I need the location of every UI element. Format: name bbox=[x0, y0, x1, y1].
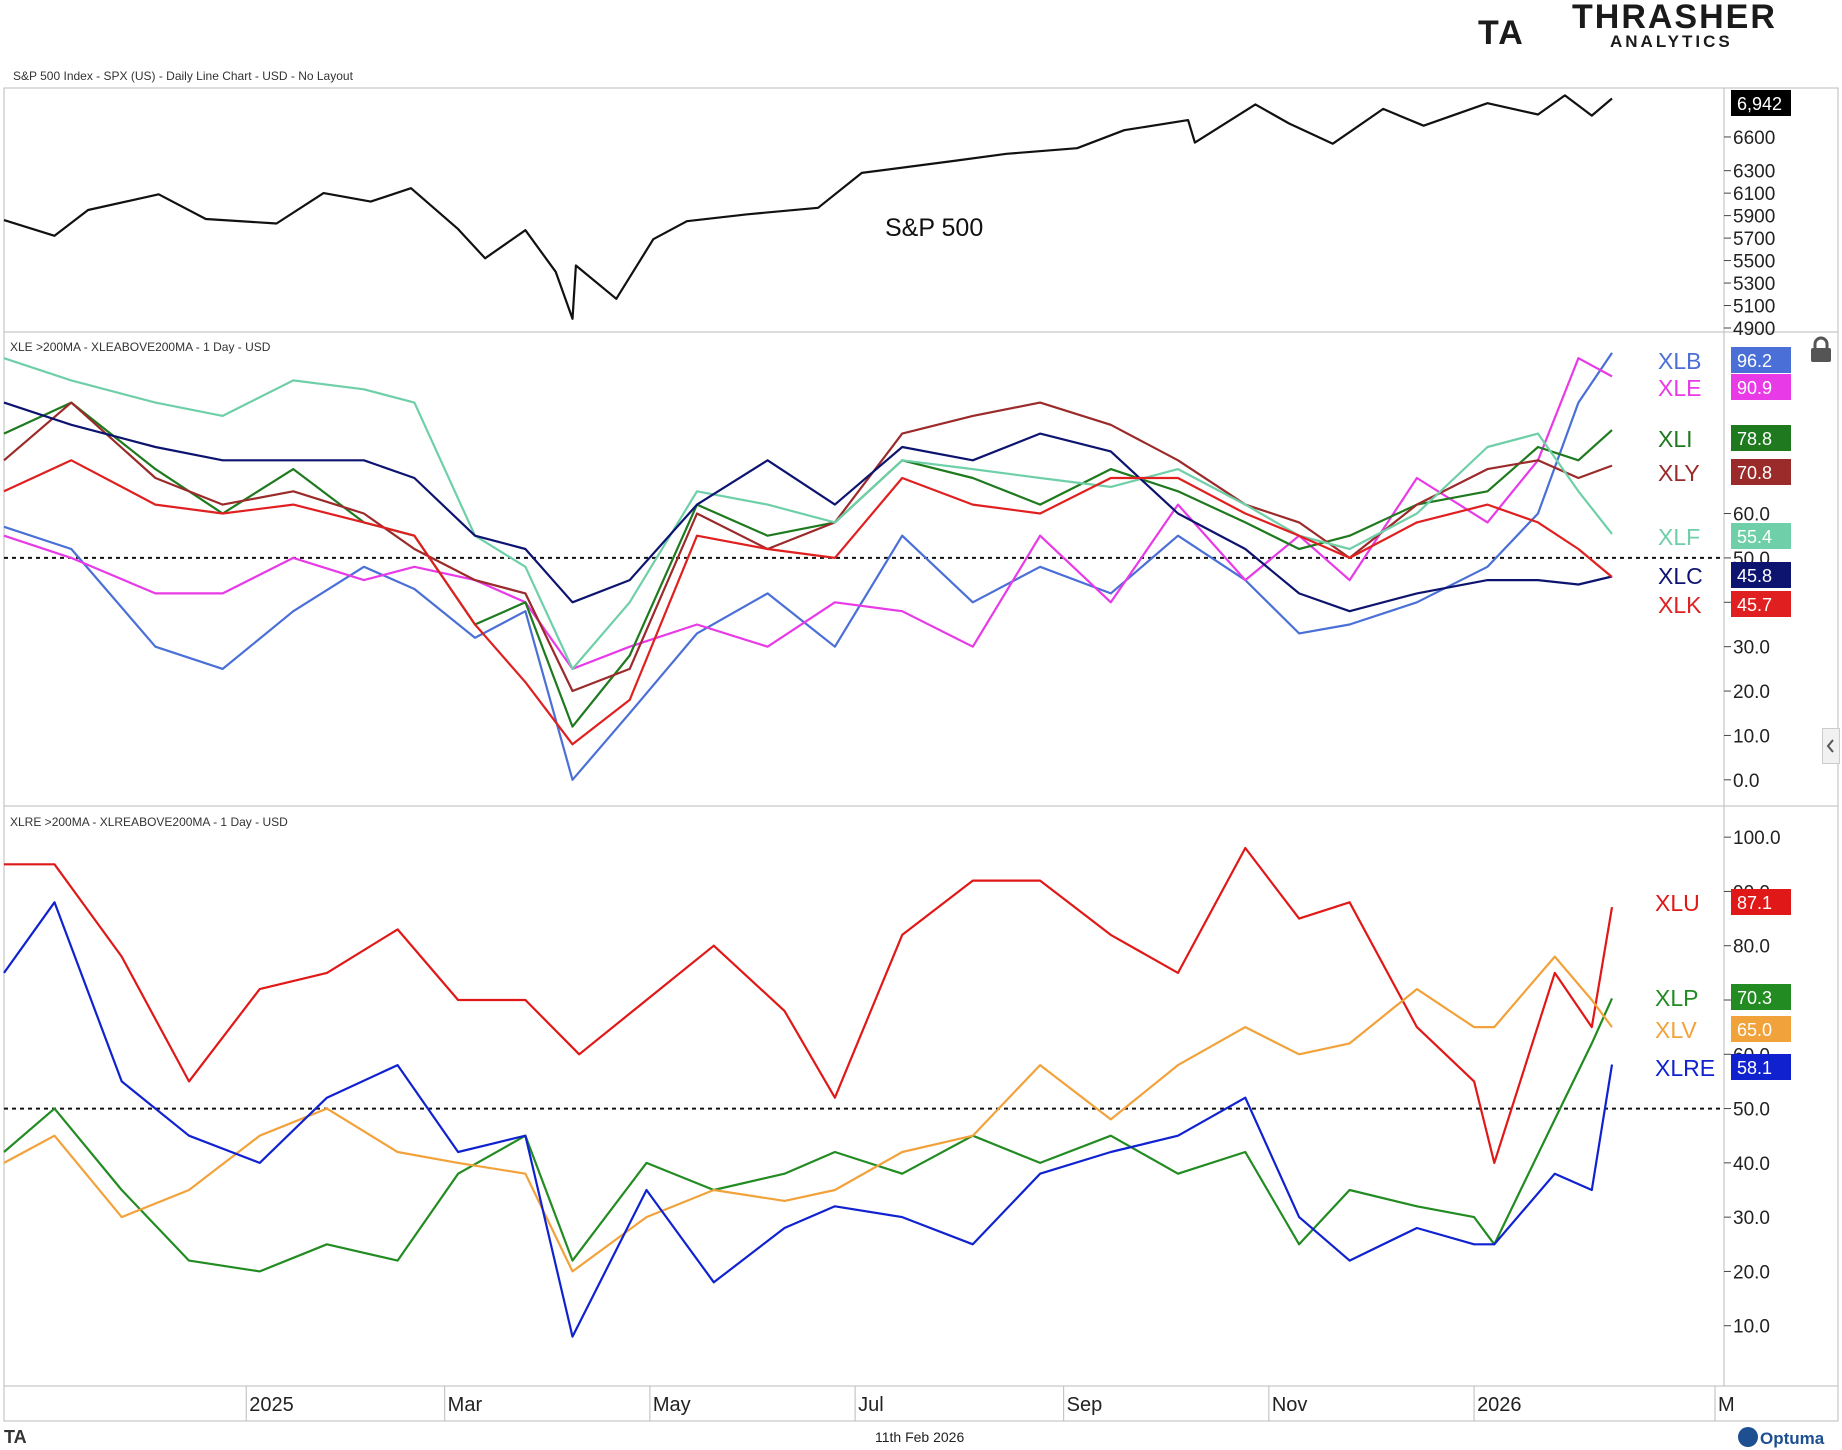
collapse-panel-chevron-icon[interactable] bbox=[1822, 728, 1840, 764]
value-label-xlp: 70.3 bbox=[1737, 988, 1772, 1008]
value-label-xli: 78.8 bbox=[1737, 429, 1772, 449]
y-tick-label: 60.0 bbox=[1733, 505, 1770, 526]
x-tick-label: 2026 bbox=[1477, 1394, 1522, 1416]
x-tick-label: Jul bbox=[858, 1394, 884, 1416]
series-line-xlb bbox=[3, 352, 1613, 781]
y-tick-label: 4900 bbox=[1733, 319, 1775, 340]
x-tick-label: Nov bbox=[1272, 1394, 1308, 1416]
optuma-label: Optuma bbox=[1760, 1429, 1825, 1448]
x-tick-label: May bbox=[653, 1394, 691, 1416]
y-tick-label: 20.0 bbox=[1733, 1262, 1770, 1283]
value-label-xlu: 87.1 bbox=[1737, 893, 1772, 913]
value-box-xlre bbox=[1731, 1054, 1791, 1080]
series-name-xli: XLI bbox=[1658, 426, 1693, 452]
logo-mark: TA bbox=[1478, 14, 1525, 52]
value-label-xlf: 55.4 bbox=[1737, 527, 1772, 547]
series-line-xli bbox=[3, 401, 1613, 728]
panel-title-xle: XLE >200MA - XLEABOVE200MA - 1 Day - USD bbox=[10, 340, 271, 354]
series-line-xlk bbox=[3, 459, 1613, 746]
y-tick-label: 5900 bbox=[1733, 207, 1775, 228]
y-tick-label: 30.0 bbox=[1733, 1208, 1770, 1229]
series-labels: 6,942 96.2 XLB 90.9 XLE 78.8 XLI 70.8 XLY 55.4 XLF… bbox=[1655, 90, 1791, 1081]
x-tick-label: Mar bbox=[448, 1394, 483, 1416]
x-tick-label: 2025 bbox=[249, 1394, 294, 1416]
footer-date: 11th Feb 2026 bbox=[875, 1429, 964, 1445]
value-label-xly: 70.8 bbox=[1737, 463, 1772, 483]
series-name-xly: XLY bbox=[1658, 460, 1700, 486]
y-tick-label: 6100 bbox=[1733, 184, 1775, 205]
value-box-xlf bbox=[1731, 523, 1791, 549]
series-name-xlp: XLP bbox=[1655, 985, 1698, 1011]
y-tick-label: 5300 bbox=[1733, 274, 1775, 295]
reference-lines bbox=[4, 556, 1724, 1110]
y-tick-label: 40.0 bbox=[1733, 1154, 1770, 1175]
value-label-xlc: 45.8 bbox=[1737, 566, 1772, 586]
series-line-xlf bbox=[3, 357, 1613, 670]
panel-title-spx: S&P 500 Index - SPX (US) - Daily Line Ch… bbox=[13, 69, 354, 83]
x-tick-label: M bbox=[1718, 1394, 1735, 1416]
logo-name: THRASHER bbox=[1572, 0, 1777, 36]
value-box-xlk bbox=[1731, 591, 1791, 617]
value-label-xlk: 45.7 bbox=[1737, 595, 1772, 615]
y-tick-label: 5500 bbox=[1733, 252, 1775, 273]
chart-frame bbox=[3, 87, 1839, 1422]
series-line-xlc bbox=[3, 401, 1613, 613]
value-box-xly bbox=[1731, 459, 1791, 485]
series-lines bbox=[3, 94, 1614, 1338]
series-line-xlu bbox=[4, 846, 1614, 1164]
value-box-xli bbox=[1731, 425, 1791, 451]
series-line-xle bbox=[3, 357, 1613, 670]
value-label-xlv: 65.0 bbox=[1737, 1020, 1772, 1040]
series-line-xlre bbox=[3, 901, 1614, 1338]
lock-icon[interactable] bbox=[1808, 336, 1834, 364]
series-name-xlf: XLF bbox=[1658, 524, 1700, 550]
series-name-xlv: XLV bbox=[1655, 1017, 1697, 1043]
y-tick-label: 100.0 bbox=[1733, 828, 1781, 849]
series-line-xlp bbox=[3, 997, 1614, 1273]
value-box-xle bbox=[1731, 374, 1791, 400]
value-label-xle: 90.9 bbox=[1737, 378, 1772, 398]
y-tick-label: 80.0 bbox=[1733, 937, 1770, 958]
y-tick-label: 6300 bbox=[1733, 162, 1775, 183]
series-name-xlre: XLRE bbox=[1655, 1055, 1715, 1081]
x-axis-ticks: 2025 Mar May Jul Sep Nov 2026 M bbox=[245, 1386, 1735, 1421]
x-tick-label: Sep bbox=[1067, 1394, 1103, 1416]
y-tick-label: 10.0 bbox=[1733, 726, 1770, 747]
y-tick-label: 10.0 bbox=[1733, 1317, 1770, 1338]
y-tick-label: 30.0 bbox=[1733, 638, 1770, 659]
series-name-xlu: XLU bbox=[1655, 890, 1700, 916]
y-tick-label: 50.0 bbox=[1733, 1100, 1770, 1121]
optuma-brand: Optuma bbox=[1738, 1427, 1825, 1448]
value-label-xlb: 96.2 bbox=[1737, 351, 1772, 371]
value-box-xlv bbox=[1731, 1016, 1791, 1042]
series-name-xle: XLE bbox=[1658, 375, 1701, 401]
series-name-xlb: XLB bbox=[1658, 348, 1701, 374]
value-label-xlre: 58.1 bbox=[1737, 1058, 1772, 1078]
y-tick-label: 5100 bbox=[1733, 297, 1775, 318]
value-box-xlp bbox=[1731, 984, 1791, 1010]
thrasher-logo: TA THRASHER ANALYTICS bbox=[1478, 0, 1777, 52]
y-tick-label: 20.0 bbox=[1733, 682, 1770, 703]
logo-sub: ANALYTICS bbox=[1610, 32, 1733, 51]
series-line-xlv bbox=[3, 955, 1613, 1273]
series-name-xlk: XLK bbox=[1658, 592, 1702, 618]
y-tick-label: 5700 bbox=[1733, 229, 1775, 250]
series-name-xlc: XLC bbox=[1658, 563, 1703, 589]
value-box-xlb bbox=[1731, 347, 1791, 373]
value-box-xlc bbox=[1731, 562, 1791, 588]
value-box-xlu bbox=[1731, 889, 1791, 915]
y-tick-label: 0.0 bbox=[1733, 771, 1759, 792]
optuma-logo-icon bbox=[1738, 1427, 1758, 1447]
series-line-spx bbox=[3, 94, 1613, 320]
spx-annotation: S&P 500 bbox=[885, 214, 983, 242]
panel-title-xlre: XLRE >200MA - XLREABOVE200MA - 1 Day - U… bbox=[10, 815, 288, 829]
footer-mark: TA bbox=[4, 1427, 27, 1447]
y-tick-label: 6600 bbox=[1733, 128, 1775, 149]
value-label-spx: 6,942 bbox=[1737, 94, 1782, 114]
value-box-spx bbox=[1731, 90, 1791, 116]
